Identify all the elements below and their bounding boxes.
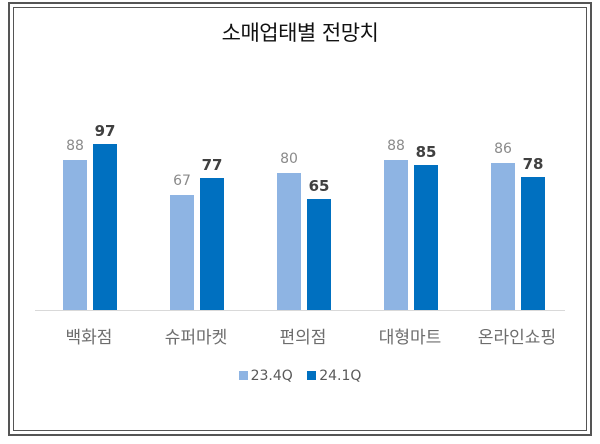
- data-label: 86: [494, 140, 512, 157]
- bar-24-1Q-4: [521, 176, 545, 310]
- data-label: 77: [201, 156, 223, 175]
- bar-23-4Q-4: [491, 162, 515, 310]
- chart-frame-inner: [13, 7, 587, 431]
- chart-frame: [8, 2, 592, 436]
- data-label: 85: [415, 142, 437, 161]
- category-label: 슈퍼마켓: [164, 328, 228, 348]
- legend: 23.4Q 24.1Q: [0, 368, 600, 384]
- data-label: 80: [280, 151, 298, 168]
- bar-23-4Q-1: [170, 195, 194, 310]
- bar-24-1Q-2: [307, 198, 331, 310]
- data-label: 78: [522, 154, 544, 173]
- data-label: 65: [308, 176, 330, 195]
- data-label: 88: [387, 137, 405, 154]
- data-label: 67: [173, 173, 191, 190]
- legend-item-24-1q: 24.1Q: [307, 368, 361, 384]
- bar-24-1Q-0: [93, 144, 117, 310]
- category-label: 온라인쇼핑: [477, 328, 557, 348]
- bar-23-4Q-2: [277, 173, 301, 310]
- legend-swatch-dark-icon: [307, 371, 317, 380]
- bar-23-4Q-3: [384, 159, 408, 310]
- legend-swatch-light-icon: [238, 371, 248, 380]
- category-label: 편의점: [279, 328, 327, 348]
- data-label: 97: [94, 122, 116, 141]
- category-label: 백화점: [65, 328, 113, 348]
- bar-23-4Q-0: [63, 159, 87, 310]
- data-label: 88: [66, 137, 84, 154]
- x-axis-line: [35, 310, 565, 311]
- legend-item-23-4q: 23.4Q: [238, 368, 293, 384]
- bar-24-1Q-1: [200, 178, 224, 310]
- category-label: 대형마트: [378, 328, 442, 348]
- chart-title: 소매업태별 전망치: [221, 21, 379, 45]
- bar-24-1Q-3: [414, 164, 438, 310]
